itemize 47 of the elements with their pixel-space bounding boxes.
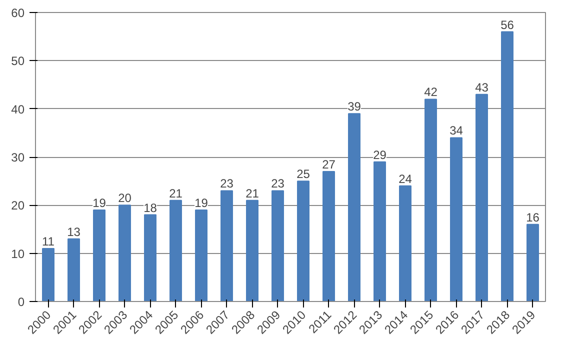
data-label: 21: [169, 186, 183, 200]
y-tick-label: 40: [11, 102, 25, 116]
data-label: 56: [500, 18, 514, 32]
data-label: 23: [220, 176, 234, 191]
bar: [374, 161, 386, 302]
data-label: 13: [67, 224, 81, 239]
bar: [501, 31, 514, 302]
data-label: 24: [398, 172, 412, 186]
bar: [144, 214, 156, 302]
bar: [246, 200, 258, 302]
bar: [526, 224, 539, 302]
y-tick-label: 20: [11, 198, 25, 213]
bar: [42, 248, 54, 302]
data-label: 21: [246, 186, 260, 200]
y-tick-label: 50: [11, 54, 25, 68]
data-label: 39: [348, 100, 362, 114]
data-label: 27: [322, 157, 336, 172]
data-label: 23: [271, 176, 285, 191]
bar: [118, 204, 131, 302]
bar: [272, 190, 284, 302]
bar: [93, 209, 106, 302]
bar: [195, 209, 208, 302]
data-label: 18: [144, 200, 158, 215]
data-label: 19: [92, 196, 106, 210]
data-label: 11: [42, 234, 55, 249]
data-label: 16: [526, 210, 540, 224]
data-label: 29: [373, 148, 387, 162]
bar: [424, 98, 437, 302]
y-tick-label: 0: [18, 295, 25, 309]
bar: [476, 94, 488, 302]
bar: [68, 238, 80, 302]
bar: [170, 200, 182, 302]
data-label: 25: [296, 167, 310, 182]
bar: [297, 180, 310, 302]
data-label: 43: [475, 80, 489, 94]
data-label: 19: [194, 196, 208, 210]
data-label: 34: [450, 124, 464, 138]
bar: [399, 185, 412, 302]
bar: [220, 190, 233, 302]
data-label: 20: [118, 191, 132, 206]
bar: [348, 113, 360, 302]
y-tick-label: 30: [11, 150, 25, 164]
bar: [322, 170, 335, 302]
bar: [450, 137, 462, 302]
y-tick-label: 10: [11, 246, 25, 261]
data-label: 42: [424, 85, 438, 100]
y-tick-label: 60: [11, 6, 25, 20]
